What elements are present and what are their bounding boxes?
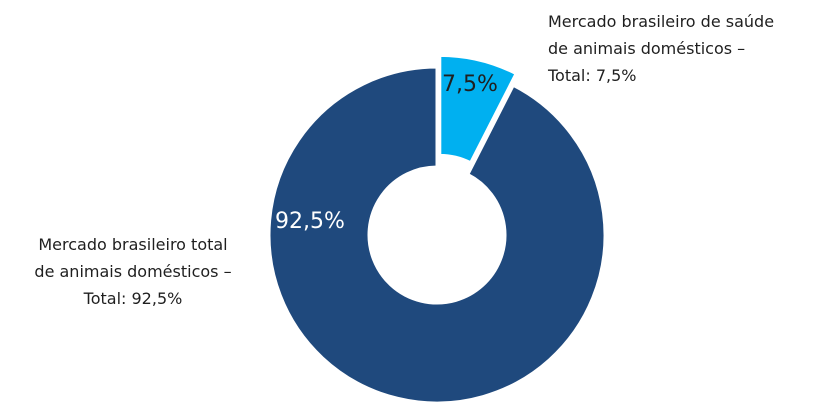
category-label-line: Mercado brasileiro de saúde <box>548 12 774 31</box>
category-label-line: Total: 92,5% <box>83 289 183 308</box>
category-label-line: Total: 7,5% <box>547 66 637 85</box>
category-label-line: de animais domésticos – <box>548 39 745 58</box>
donut-slice <box>438 53 519 165</box>
donut-slice <box>267 65 607 403</box>
category-label-line: Mercado brasileiro total <box>38 235 227 254</box>
value-label: 7,5% <box>442 72 498 97</box>
category-label-line: de animais domésticos – <box>34 262 231 281</box>
category-label: Mercado brasileiro de saúde de animais do… <box>547 12 774 85</box>
value-label: 92,5% <box>275 209 345 234</box>
category-label: Mercado brasileiro total de animais domés… <box>34 235 231 308</box>
